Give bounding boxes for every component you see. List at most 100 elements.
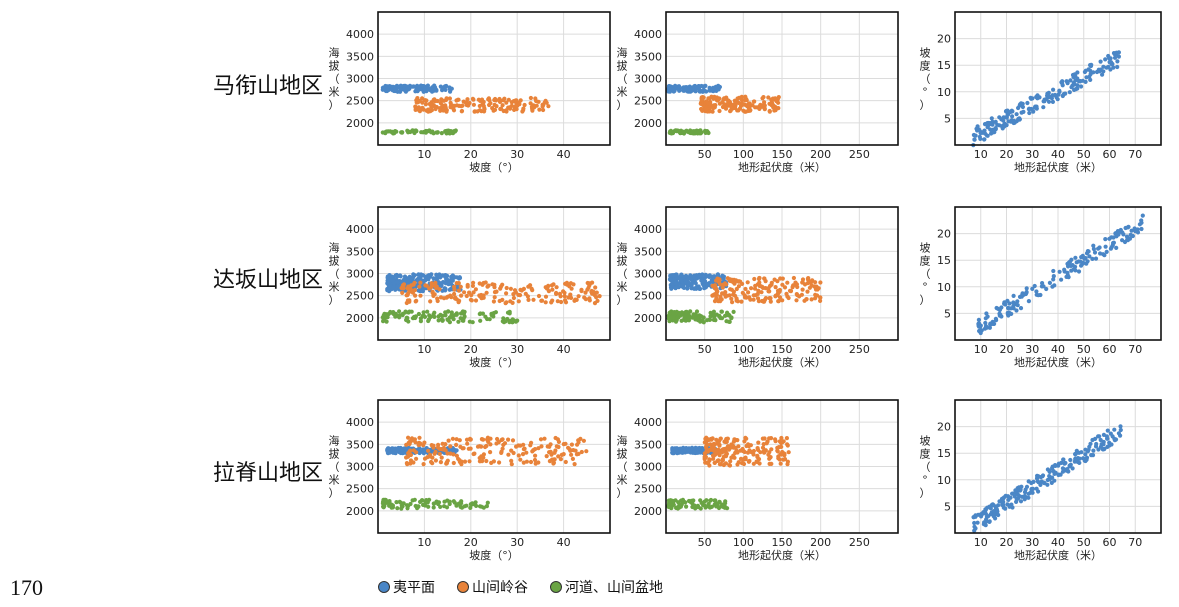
- data-point: [1104, 249, 1109, 254]
- data-point: [711, 312, 716, 317]
- x-tick-label: 40: [1051, 536, 1065, 549]
- data-point: [426, 448, 431, 453]
- data-point: [716, 458, 721, 463]
- data-point: [410, 84, 415, 89]
- x-tick-label: 10: [417, 536, 431, 549]
- plot-frame: [377, 399, 611, 534]
- data-point: [720, 291, 725, 296]
- data-point: [728, 459, 733, 464]
- data-point: [494, 104, 499, 109]
- y-tick-label: 3000: [346, 73, 374, 86]
- data-point: [718, 299, 723, 304]
- data-point: [422, 440, 427, 445]
- data-point: [1014, 112, 1019, 117]
- data-point: [462, 459, 468, 464]
- data-point: [381, 499, 386, 504]
- data-point: [731, 309, 736, 314]
- data-point: [461, 318, 466, 323]
- data-point: [447, 320, 452, 325]
- data-point: [800, 277, 806, 282]
- data-point: [1105, 436, 1110, 441]
- data-point: [1007, 301, 1012, 306]
- x-tick-label: 100: [733, 148, 754, 161]
- data-point: [1105, 428, 1110, 433]
- data-point: [473, 298, 479, 303]
- data-point: [1029, 487, 1034, 492]
- data-point: [428, 299, 433, 304]
- data-point: [1017, 493, 1022, 498]
- data-point: [693, 281, 698, 286]
- data-point: [470, 320, 475, 325]
- data-point: [408, 278, 413, 283]
- data-point: [722, 102, 727, 107]
- data-point: [481, 295, 486, 300]
- data-point: [431, 445, 436, 450]
- data-point: [1115, 64, 1120, 70]
- data-point: [481, 505, 486, 510]
- data-point: [406, 286, 411, 291]
- plot-frame: [665, 11, 899, 146]
- data-point: [400, 290, 405, 295]
- data-point: [757, 280, 762, 285]
- data-point: [448, 89, 453, 94]
- data-point: [1067, 90, 1072, 95]
- data-point: [383, 131, 388, 136]
- data-point: [459, 109, 464, 114]
- data-point: [420, 498, 425, 503]
- data-point: [521, 460, 526, 465]
- data-point: [556, 444, 561, 450]
- data-point: [559, 452, 564, 457]
- data-point: [1121, 232, 1126, 237]
- data-point: [756, 276, 762, 282]
- plot-frame: [377, 11, 611, 146]
- data-point: [772, 105, 777, 110]
- data-point: [556, 439, 562, 444]
- data-point: [756, 457, 762, 462]
- data-point: [550, 287, 555, 292]
- y-tick-label: 5: [944, 500, 951, 513]
- data-point: [569, 442, 575, 447]
- legend-label-basin: 河道、山间盆地: [565, 580, 663, 596]
- y-tick-label: 3000: [346, 268, 374, 281]
- data-point: [1011, 293, 1016, 298]
- data-point: [1090, 453, 1096, 458]
- chart-lj-relief: 50 100 150 200 250 2000 2500 3000 3500 4000 地形起伏度（…: [617, 399, 899, 562]
- data-point: [997, 123, 1002, 128]
- data-point: [977, 328, 982, 334]
- data-point: [1014, 308, 1019, 313]
- data-point: [713, 498, 718, 503]
- data-point: [702, 451, 707, 456]
- data-point: [405, 298, 410, 303]
- data-point: [497, 460, 502, 465]
- data-point: [743, 295, 748, 300]
- data-point: [712, 460, 717, 465]
- data-point: [454, 312, 459, 317]
- data-point: [1065, 270, 1070, 275]
- data-point: [1057, 269, 1062, 274]
- data-point: [479, 97, 485, 102]
- data-point: [563, 298, 568, 303]
- data-point: [1083, 452, 1088, 457]
- data-point: [707, 317, 713, 322]
- data-point: [436, 318, 441, 323]
- data-point: [578, 436, 583, 441]
- y-tick-label: 2500: [346, 483, 374, 496]
- data-point: [785, 442, 790, 447]
- data-point: [715, 441, 720, 446]
- data-point: [669, 273, 674, 278]
- data-point: [1094, 441, 1099, 447]
- data-point: [711, 309, 717, 314]
- data-point: [436, 280, 441, 285]
- data-point: [674, 449, 679, 454]
- data-point: [416, 85, 421, 90]
- data-point: [533, 461, 538, 466]
- data-point: [757, 106, 762, 111]
- data-point: [806, 276, 811, 281]
- y-tick-label: 3500: [634, 50, 662, 63]
- data-point: [465, 441, 470, 446]
- data-point: [531, 297, 536, 302]
- y-axis-label: 海拔（米）: [329, 241, 340, 307]
- data-point: [695, 284, 700, 289]
- data-point: [673, 83, 678, 88]
- data-point: [1035, 93, 1040, 98]
